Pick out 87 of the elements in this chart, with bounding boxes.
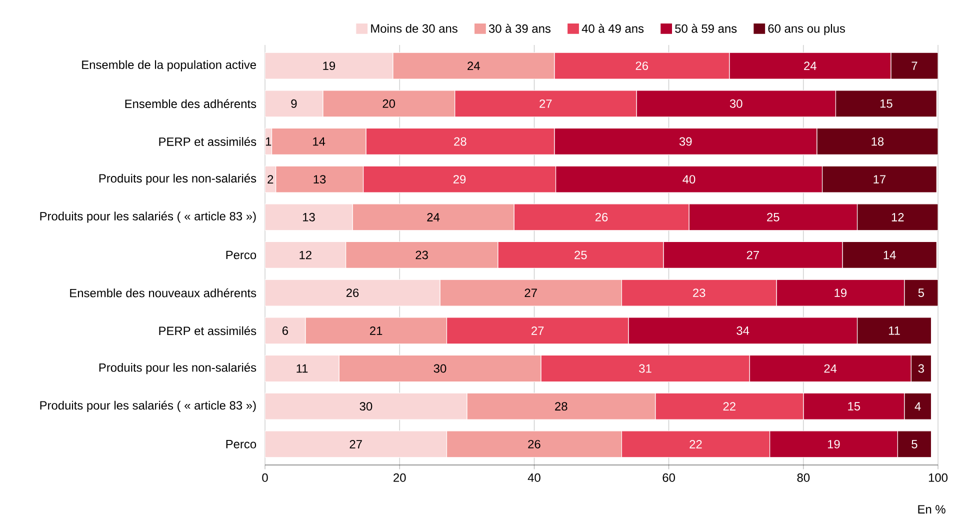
data-label: 26 <box>346 288 359 298</box>
data-label: 13 <box>314 175 326 184</box>
data-label: 13 <box>303 212 315 222</box>
data-label: 26 <box>528 440 540 448</box>
data-label: 18 <box>872 137 884 146</box>
x-tick-label: 60 <box>662 473 675 482</box>
bar <box>265 354 340 382</box>
data-label: 21 <box>370 326 382 335</box>
data-label: 5 <box>912 440 918 448</box>
x-tick-label: 20 <box>394 473 406 482</box>
x-tick-label: 100 <box>928 473 948 482</box>
data-label: 30 <box>360 402 372 411</box>
x-tick-label: 80 <box>797 473 810 482</box>
legend-label: 30 à 39 ans <box>488 24 551 33</box>
data-label: 24 <box>804 62 816 70</box>
data-label: 39 <box>679 137 692 146</box>
text: En % <box>918 505 946 514</box>
data-label: 11 <box>888 326 900 335</box>
data-label: 27 <box>540 99 552 108</box>
data-label: 26 <box>595 212 608 222</box>
y-tick-label: Ensemble des nouveaux adhérents <box>70 288 256 298</box>
data-label: 27 <box>350 440 362 448</box>
bar <box>265 204 353 231</box>
data-label: 40 <box>682 175 696 184</box>
y-tick-label: PERP et assimilés <box>159 326 256 336</box>
data-label: 25 <box>574 250 587 260</box>
y-tick-label: Produits pour les salariés ( « article 83 ») <box>40 212 256 223</box>
data-label: 7 <box>912 62 918 70</box>
legend-label: 50 à 59 ans <box>675 24 737 33</box>
data-label: 11 <box>296 364 308 373</box>
data-label: 24 <box>824 364 837 373</box>
bar <box>265 90 324 118</box>
data-label: 27 <box>746 250 759 260</box>
data-label: 30 <box>730 99 742 108</box>
y-tick-label: Ensemble des adhérents <box>125 99 256 108</box>
x-tick-label: 0 <box>262 473 268 482</box>
data-label: 27 <box>532 326 544 335</box>
data-label: 9 <box>291 99 297 108</box>
data-label: 23 <box>693 288 706 298</box>
data-label: 22 <box>690 440 702 448</box>
bar <box>265 279 440 306</box>
bar <box>265 52 394 80</box>
y-tick-label: Produits pour les non-salariés <box>99 362 256 374</box>
y-tick-label: Perco <box>226 440 256 448</box>
data-label: 3 <box>918 364 924 373</box>
data-label: 5 <box>918 288 924 297</box>
data-label: 24 <box>468 62 480 70</box>
data-label: 29 <box>453 175 466 184</box>
data-label: 26 <box>636 62 648 70</box>
data-label: 2 <box>268 175 274 184</box>
bar <box>265 317 306 344</box>
data-label: 14 <box>884 250 896 260</box>
y-tick-label: PERP et assimilés <box>159 137 256 146</box>
data-label: 34 <box>736 326 750 335</box>
y-tick-label: Produits pour les salariés ( « article 83 ») <box>40 400 256 412</box>
bar <box>265 392 468 420</box>
data-label: 28 <box>555 402 568 411</box>
data-label: 14 <box>313 137 326 146</box>
data-label: 22 <box>723 402 736 411</box>
data-label: 12 <box>892 212 904 222</box>
data-label: 20 <box>382 99 396 108</box>
legend-label: 40 à 49 ans <box>582 24 644 33</box>
y-tick-label: Produits pour les non-salariés <box>99 174 256 185</box>
data-label: 28 <box>454 137 466 146</box>
data-label: 19 <box>834 288 847 298</box>
data-label: 31 <box>639 364 652 373</box>
data-label: 12 <box>300 250 312 260</box>
y-tick-label: Ensemble de la population active <box>82 60 256 72</box>
bar <box>265 241 346 269</box>
data-label: 30 <box>434 364 446 373</box>
data-label: 23 <box>416 250 428 260</box>
x-tick-label: 40 <box>528 473 540 482</box>
legend-label: Moins de 30 ans <box>371 24 458 33</box>
data-label: 1 <box>266 137 272 146</box>
data-label: 24 <box>427 212 440 222</box>
bar <box>265 430 448 458</box>
data-label: 19 <box>323 62 336 70</box>
data-label: 6 <box>282 326 288 335</box>
y-tick-label: Perco <box>226 250 256 260</box>
data-label: 25 <box>767 212 780 222</box>
legend-label: 60 ans ou plus <box>768 24 845 36</box>
data-label: 19 <box>828 440 840 448</box>
data-label: 4 <box>914 402 921 410</box>
data-label: 17 <box>874 175 886 184</box>
data-label: 27 <box>524 288 537 297</box>
data-label: 15 <box>880 99 892 108</box>
data-label: 15 <box>848 402 860 410</box>
